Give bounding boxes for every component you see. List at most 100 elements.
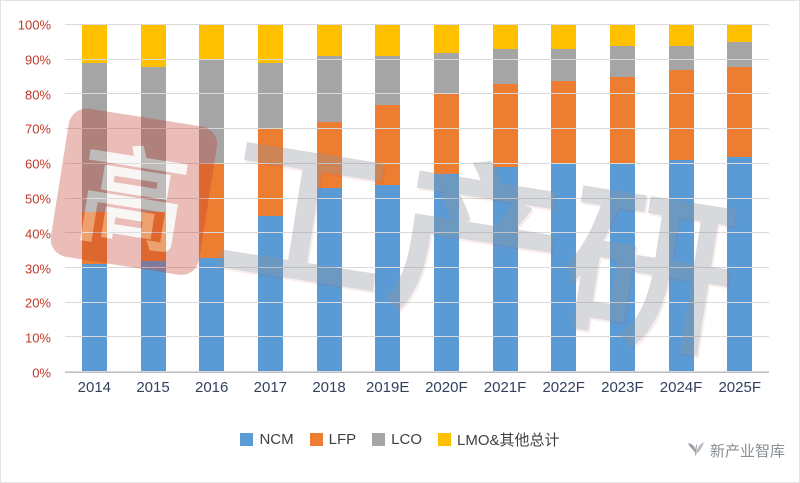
gridline — [65, 24, 769, 25]
x-tick-label: 2022F — [542, 379, 585, 396]
bar-segment — [316, 188, 342, 372]
bar-slot — [124, 25, 183, 372]
x-tick-label: 2019E — [366, 379, 410, 396]
bar-segment — [375, 104, 401, 185]
stacked-bar — [199, 25, 225, 372]
brand: 新产业智库 — [687, 439, 785, 462]
x-tick-label: 2016 — [194, 379, 229, 396]
y-tick-label: 20% — [24, 295, 51, 311]
bar-segment — [668, 25, 694, 46]
gridline — [65, 301, 769, 303]
stacked-bar — [727, 25, 753, 372]
bar-segment — [609, 25, 635, 46]
bar-slot — [300, 25, 359, 372]
brand-label: 新产业智库 — [709, 443, 785, 460]
x-tick-label: 2025F — [718, 379, 761, 396]
bar-segment — [609, 163, 635, 372]
stacked-bar — [668, 25, 694, 372]
x-tick-label: 2018 — [312, 379, 346, 396]
x-tick-label: 2015 — [136, 379, 170, 396]
bar-slot — [652, 25, 711, 372]
y-tick-label: 30% — [24, 261, 51, 277]
legend-label: LCO — [391, 431, 422, 448]
stacked-bar — [433, 25, 459, 372]
y-tick-label: 80% — [24, 87, 51, 103]
plot-area — [65, 24, 769, 373]
bar-segment — [727, 42, 753, 67]
stacked-bar — [609, 25, 635, 372]
stacked-bar — [316, 25, 342, 372]
bar-segment — [375, 184, 401, 372]
stacked-bar — [375, 25, 401, 372]
gridline — [65, 197, 769, 199]
y-tick-label: 100% — [17, 17, 51, 33]
bar-slot — [182, 25, 241, 372]
gridline — [65, 93, 769, 95]
legend-swatch — [309, 433, 323, 446]
y-tick-label: 10% — [24, 330, 51, 346]
bar-slot — [593, 25, 652, 372]
bar-segment — [199, 25, 225, 60]
bar-segment — [433, 52, 459, 95]
stacked-bar — [257, 25, 283, 372]
gridline — [65, 128, 769, 130]
bar-segment — [492, 25, 518, 50]
bar-segment — [81, 63, 107, 213]
legend-label: LFP — [328, 431, 357, 448]
x-tick-label: 2014 — [77, 379, 112, 396]
bar-slot — [534, 25, 593, 372]
legend: NCM LFP LCO LMO&其他总计 — [1, 429, 799, 450]
gridline — [65, 232, 769, 234]
bar-segment — [375, 56, 401, 105]
x-tick-label: 2021F — [483, 379, 527, 396]
legend-swatch — [240, 433, 254, 446]
bar-segment — [727, 156, 753, 372]
legend-label: NCM — [259, 431, 294, 448]
bar-segment — [140, 260, 166, 372]
gridline — [65, 336, 769, 338]
bar-segment — [727, 66, 753, 157]
bar-segment — [609, 45, 635, 78]
x-tick-label: 2017 — [253, 379, 288, 396]
bar-segment — [492, 84, 518, 168]
x-tick-label: 2023F — [601, 379, 644, 396]
bar-segment — [433, 174, 459, 372]
bar-segment — [551, 80, 577, 164]
gridline — [65, 58, 769, 60]
x-axis: 2014 2015 2016 2017 2018 2019E 2020F 2021F 2022F… — [65, 379, 769, 396]
y-tick-label: 40% — [24, 226, 51, 242]
legend-item: LMO&其他总计 — [438, 429, 560, 450]
y-tick-label: 90% — [24, 52, 51, 68]
bar-segment — [257, 25, 283, 64]
legend-label: LMO&其他总计 — [457, 432, 560, 449]
y-tick-label: 60% — [24, 156, 51, 172]
y-tick-label: 70% — [24, 121, 51, 137]
bar-segment — [199, 257, 225, 372]
bar-segment — [433, 94, 459, 175]
y-tick-label: 50% — [24, 191, 51, 207]
bar-segment — [81, 25, 107, 64]
bar-segment — [668, 70, 694, 161]
legend-swatch — [372, 433, 386, 446]
bar-segment — [492, 167, 518, 372]
bar-slot — [65, 25, 124, 372]
stacked-bar — [81, 25, 107, 372]
bar-segment — [257, 63, 283, 130]
stacked-bar — [140, 25, 166, 372]
bar-segment — [199, 59, 225, 164]
bar-segment — [609, 77, 635, 164]
bar-segment — [551, 25, 577, 50]
legend-item: LFP — [309, 431, 357, 448]
bar-slot — [417, 25, 476, 372]
legend-swatch — [438, 433, 451, 446]
bar-segment — [140, 25, 166, 67]
y-axis: 0% 10% 20% 30% 40% 50% 60% 70% 80% 90% 100% — [1, 18, 59, 381]
legend-item: NCM — [240, 431, 294, 448]
legend-item: LCO — [372, 431, 422, 448]
gridline — [65, 162, 769, 164]
stacked-bar — [492, 25, 518, 372]
gridline — [65, 266, 769, 268]
bar-segment — [316, 122, 342, 189]
x-tick-label: 2024F — [659, 379, 703, 396]
